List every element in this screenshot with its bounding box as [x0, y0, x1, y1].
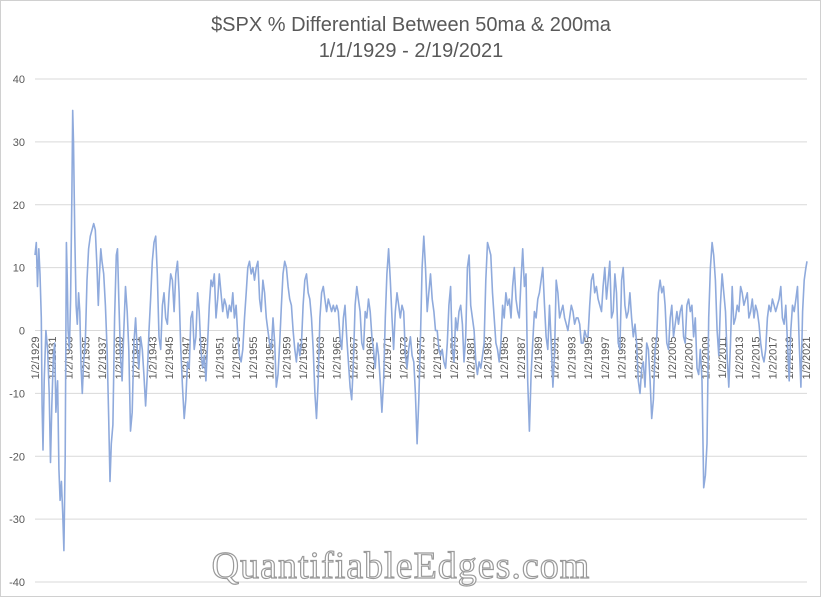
- x-tick-label: 1/2/1937: [97, 337, 109, 380]
- x-tick-label: 1/2/1953: [231, 337, 243, 380]
- x-tick-label: 1/2/1969: [365, 337, 377, 380]
- series-line-0: [34, 109, 808, 552]
- x-tick-label: 1/2/1973: [399, 337, 411, 380]
- y-tick-label: -10: [9, 388, 25, 400]
- x-tick-label: 1/2/1945: [164, 337, 176, 380]
- x-tick-label: 1/2/2017: [767, 337, 779, 380]
- x-tick-label: 1/2/2021: [801, 337, 813, 380]
- x-tick-label: 1/2/2009: [700, 337, 712, 380]
- y-tick-label: 40: [13, 74, 25, 86]
- x-tick-label: 1/2/1993: [566, 337, 578, 380]
- x-tick-label: 1/2/1943: [147, 337, 159, 380]
- x-tick-label: 1/2/2007: [684, 337, 696, 380]
- x-tick-label: 1/2/2005: [667, 337, 679, 380]
- x-tick-label: 1/2/1987: [516, 337, 528, 380]
- x-tick-label: 1/2/1955: [248, 337, 260, 380]
- y-axis-ticks: 40 30 20 10 0 -10 -20 -30 -40: [9, 74, 25, 589]
- y-tick-label: 20: [13, 200, 25, 212]
- x-tick-label: 1/2/1995: [583, 337, 595, 380]
- series-layer: [34, 109, 808, 552]
- y-tick-label: -30: [9, 514, 25, 526]
- x-tick-label: 1/2/1963: [315, 337, 327, 380]
- x-tick-label: 1/2/1929: [30, 337, 42, 380]
- x-tick-label: 1/2/1961: [298, 337, 310, 380]
- x-tick-label: 1/2/1983: [483, 337, 495, 380]
- y-tick-label: -20: [9, 451, 25, 463]
- x-tick-label: 1/2/1989: [533, 337, 545, 380]
- x-tick-label: 1/2/1967: [348, 337, 360, 380]
- y-tick-label: 0: [19, 326, 25, 338]
- x-tick-label: 1/2/2015: [751, 337, 763, 380]
- x-tick-label: 1/2/1977: [432, 337, 444, 380]
- chart-title: $SPX % Differential Between 50ma & 200ma: [211, 14, 612, 36]
- watermark-text: QuantifiableEdges.com: [212, 545, 591, 587]
- chart-subtitle: 1/1/1929 - 2/19/2021: [319, 40, 504, 62]
- x-tick-label: 1/2/1985: [499, 337, 511, 380]
- x-tick-label: 1/2/2013: [734, 337, 746, 380]
- x-tick-label: 1/2/1957: [265, 337, 277, 380]
- x-tick-label: 1/2/1975: [416, 337, 428, 380]
- x-tick-label: 1/2/2003: [650, 337, 662, 380]
- x-tick-label: 1/2/1997: [600, 337, 612, 380]
- x-tick-label: 1/2/1951: [214, 337, 226, 380]
- x-tick-label: 1/2/1959: [281, 337, 293, 380]
- y-tick-label: -40: [9, 577, 25, 589]
- y-tick-label: 30: [13, 137, 25, 149]
- y-tick-label: 10: [13, 263, 25, 275]
